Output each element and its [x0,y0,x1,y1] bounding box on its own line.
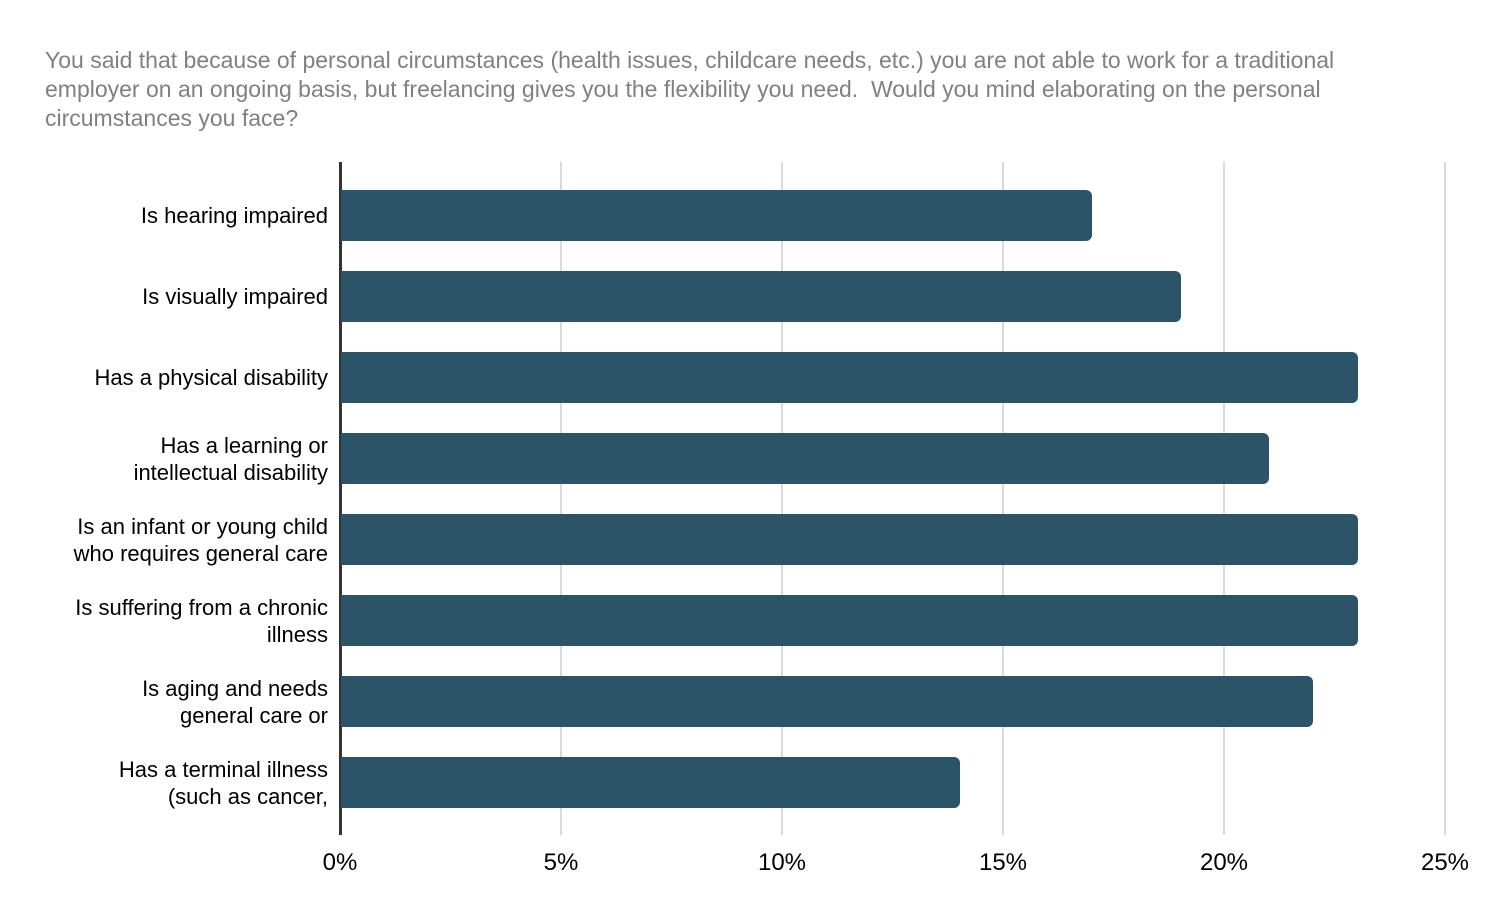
bar-8 [341,757,960,808]
x-axis-tick-label: 25% [1420,849,1470,876]
bar-3 [341,352,1358,403]
chart-title: You said that because of personal circum… [45,46,1334,133]
gridline [781,162,783,835]
category-label: Is hearing impaired [140,203,328,228]
gridline [1002,162,1004,835]
chart-title-line: You said that because of personal circum… [45,47,1335,73]
chart-title-line: circumstances you face? [45,105,299,131]
category-label: Is aging and needs general care or [142,675,328,728]
y-axis-line [338,162,342,835]
category-label: Has a learning or intellectual disabilit… [133,432,328,485]
category-label: Is suffering from a chronic illness [75,594,328,647]
category-label: Is an infant or young child who requires… [73,513,328,566]
x-axis-tick-label: 15% [978,849,1028,876]
bar-6 [341,595,1358,646]
gridline [1223,162,1225,835]
category-label: Has a physical disability [94,365,328,390]
x-axis-tick-label: 0% [322,849,358,876]
chart-title-line: employer on an ongoing basis, but freela… [45,76,1321,102]
category-label: Has a terminal illness (such as cancer, [118,756,328,809]
bar-4 [341,433,1270,484]
bar-2 [341,271,1181,322]
bar-7 [341,676,1314,727]
category-label: Is visually impaired [142,284,328,309]
gridline [560,162,562,835]
gridline [1444,162,1446,835]
bar-1 [341,190,1093,241]
x-axis-tick-label: 20% [1199,849,1249,876]
x-axis-tick-label: 10% [757,849,807,876]
bar-5 [341,514,1358,565]
x-axis-tick-label: 5% [543,849,579,876]
